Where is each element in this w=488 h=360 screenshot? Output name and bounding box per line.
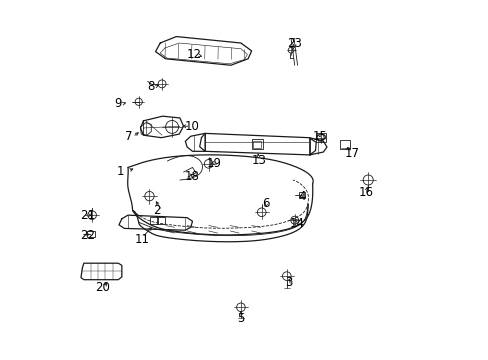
Bar (251, 139, 262, 149)
Text: 6: 6 (262, 197, 269, 210)
Text: 22: 22 (80, 229, 95, 242)
Text: 12: 12 (186, 48, 202, 61)
Bar (87, 230, 95, 237)
Bar (150, 217, 158, 224)
Text: 18: 18 (184, 170, 200, 183)
Bar (253, 140, 261, 148)
Text: 8: 8 (147, 80, 155, 93)
Text: 16: 16 (358, 186, 373, 199)
Text: 14: 14 (289, 216, 305, 230)
Text: 1: 1 (117, 165, 124, 177)
Text: 15: 15 (312, 130, 326, 144)
Text: 5: 5 (237, 311, 244, 325)
Text: 21: 21 (80, 210, 95, 222)
Text: 23: 23 (286, 37, 302, 50)
Bar (157, 217, 165, 224)
Text: 9: 9 (114, 98, 122, 111)
Text: 11: 11 (135, 233, 149, 246)
Text: 10: 10 (184, 120, 200, 133)
Text: 7: 7 (125, 130, 133, 144)
Bar (298, 192, 305, 198)
Text: 13: 13 (251, 154, 266, 167)
Text: 20: 20 (95, 281, 110, 294)
Text: 17: 17 (344, 147, 359, 159)
Text: 19: 19 (206, 157, 221, 170)
Text: 3: 3 (285, 276, 292, 289)
Text: 2: 2 (153, 204, 160, 217)
Text: 4: 4 (298, 190, 305, 203)
Bar (315, 133, 325, 142)
Bar (339, 140, 349, 149)
